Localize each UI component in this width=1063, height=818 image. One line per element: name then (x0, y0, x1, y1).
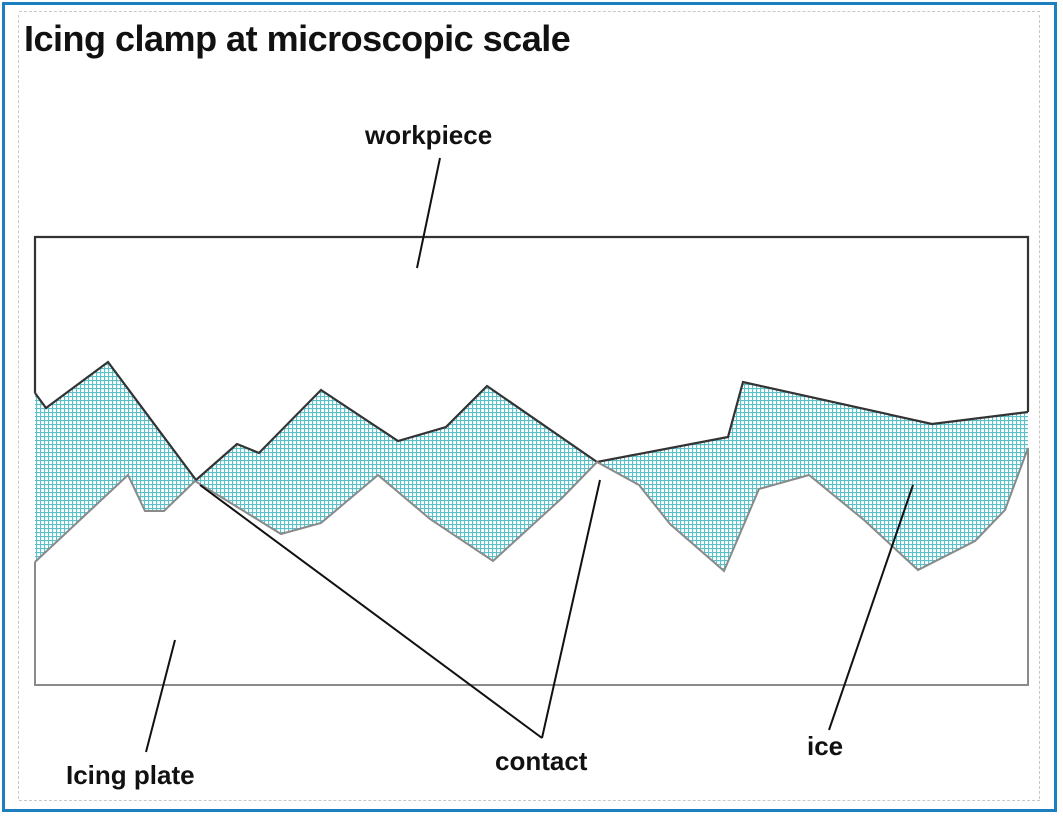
contact-leader-right (541, 479, 601, 739)
label-contact: contact (495, 746, 588, 776)
icing-plate-leader (145, 639, 176, 753)
ice-layer (35, 362, 1028, 571)
diagram-title: Icing clamp at microscopic scale (24, 18, 571, 59)
contact-leader-left (199, 484, 543, 739)
ice-leader (828, 484, 914, 731)
workpiece-outline (33, 235, 1030, 412)
slide-guide-top (19, 11, 1040, 12)
slide-guide-right (1039, 15, 1040, 799)
label-icing-plate: Icing plate (66, 760, 195, 790)
label-workpiece: workpiece (365, 120, 493, 150)
label-ice: ice (807, 731, 844, 761)
icing-plate-surface (34, 447, 1029, 573)
icing-plate-outline (34, 448, 1029, 686)
workpiece-surface (34, 360, 1029, 482)
workpiece-leader (416, 157, 441, 269)
slide-guide-bottom (19, 800, 1040, 801)
slide-guide-left (18, 15, 19, 799)
